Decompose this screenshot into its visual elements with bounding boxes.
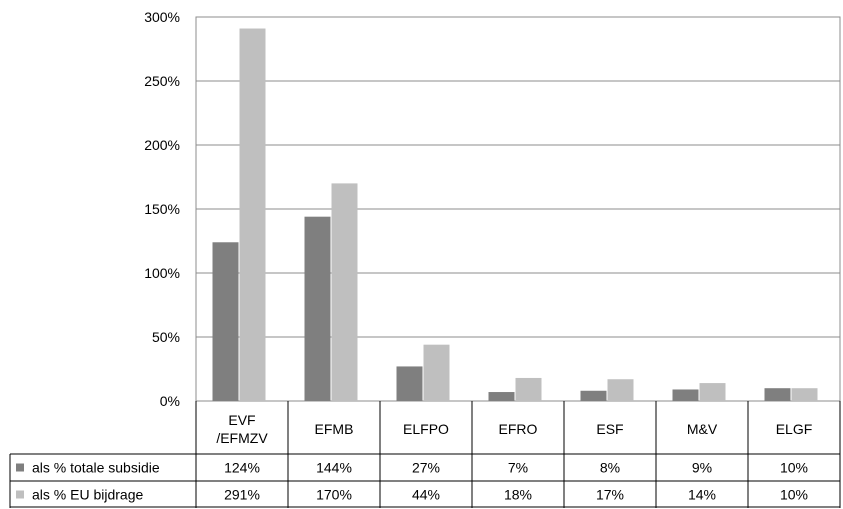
table-value-cell: 124% bbox=[224, 460, 260, 476]
y-tick-label: 250% bbox=[144, 73, 180, 89]
bar-eu-bijdrage bbox=[331, 183, 358, 401]
x-category-label: EVF bbox=[228, 412, 255, 428]
y-tick-label: 50% bbox=[152, 329, 180, 345]
bar-eu-bijdrage bbox=[423, 344, 450, 401]
x-category-label: EFRO bbox=[499, 421, 538, 437]
legend-swatch bbox=[16, 490, 24, 499]
y-tick-label: 200% bbox=[144, 137, 180, 153]
data-table: EVF/EFMZV EFMB ELFPO EFRO ESF M&V ELGF als % to… bbox=[9, 401, 841, 508]
table-value-cell: 10% bbox=[780, 460, 808, 476]
bar-eu-bijdrage bbox=[515, 377, 542, 401]
x-category-label: ELGF bbox=[776, 421, 813, 437]
table-value-cell: 291% bbox=[224, 487, 260, 503]
table-value-cell: 8% bbox=[600, 460, 620, 476]
table-value-cell: 144% bbox=[316, 460, 352, 476]
bar-eu-bijdrage bbox=[607, 379, 634, 401]
bar-totale-subsidie bbox=[580, 390, 607, 401]
bar-totale-subsidie bbox=[764, 388, 791, 401]
bar-totale-subsidie bbox=[488, 392, 515, 401]
bar-totale-subsidie bbox=[396, 366, 423, 401]
table-value-cell: 17% bbox=[596, 487, 624, 503]
bar-totale-subsidie bbox=[304, 216, 331, 401]
table-value-cell: 27% bbox=[412, 460, 440, 476]
bar-totale-subsidie bbox=[212, 242, 239, 401]
series-row-label: als % totale subsidie bbox=[32, 460, 160, 476]
bars bbox=[212, 28, 818, 402]
gridlines bbox=[195, 16, 841, 402]
series-row-label: als % EU bijdrage bbox=[32, 487, 143, 503]
y-tick-label: 150% bbox=[144, 201, 180, 217]
table-value-cell: 170% bbox=[316, 487, 352, 503]
table-value-cell: 18% bbox=[504, 487, 532, 503]
table-value-cell: 10% bbox=[780, 487, 808, 503]
x-category-label: M&V bbox=[687, 421, 718, 437]
bar-eu-bijdrage bbox=[239, 28, 266, 402]
bar-totale-subsidie bbox=[672, 389, 699, 401]
y-tick-label: 0% bbox=[160, 393, 180, 409]
bar-eu-bijdrage bbox=[699, 383, 726, 401]
y-tick-label: 300% bbox=[144, 9, 180, 25]
x-category-label: EFMB bbox=[315, 421, 354, 437]
x-category-label: /EFMZV bbox=[216, 430, 268, 446]
table-value-cell: 44% bbox=[412, 487, 440, 503]
table-value-cell: 7% bbox=[508, 460, 528, 476]
table-value-cell: 9% bbox=[692, 460, 712, 476]
x-category-label: ELFPO bbox=[403, 421, 449, 437]
y-tick-label: 100% bbox=[144, 265, 180, 281]
y-axis-tick-labels: 0% 50% 100% 150% 200% 250% 300% bbox=[144, 9, 180, 409]
bar-eu-bijdrage bbox=[791, 388, 818, 401]
table-value-cell: 14% bbox=[688, 487, 716, 503]
x-category-label: ESF bbox=[596, 421, 623, 437]
legend-swatch bbox=[16, 463, 24, 472]
